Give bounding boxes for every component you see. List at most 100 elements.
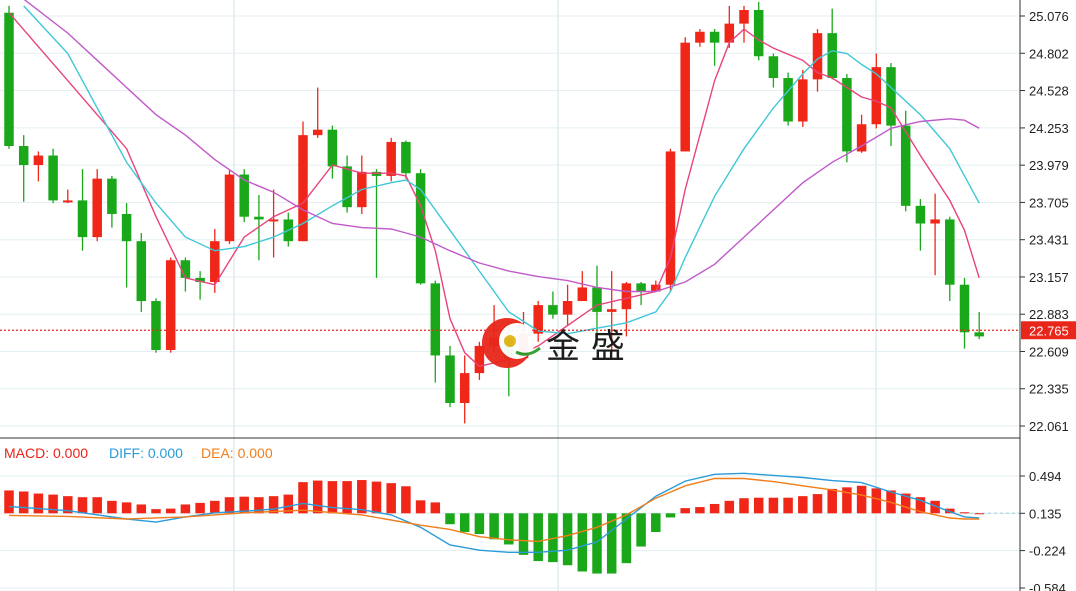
candle-body-64 (945, 219, 955, 285)
macd-bar-27 (401, 486, 411, 514)
macd-bar-29 (430, 502, 441, 514)
candle-body-9 (136, 241, 147, 302)
candle-body-32 (474, 345, 485, 374)
candle-body-53 (783, 78, 793, 122)
watermark-text: 金 盛 (546, 327, 625, 367)
macd-bar-23 (342, 481, 352, 514)
macd-bar-5 (77, 497, 88, 514)
last-price-label: 22.765 (1029, 323, 1069, 338)
macd-bar-35 (518, 513, 529, 555)
macd-bar-41 (606, 513, 617, 574)
price-tick-label-10: 22.335 (1029, 382, 1069, 397)
candle-body-16 (239, 174, 249, 217)
candle-body-12 (180, 260, 191, 278)
candle-body-56 (827, 33, 837, 79)
moving-average-line-1 (23, 5, 980, 335)
candle-body-62 (915, 205, 926, 224)
macd-bar-59 (871, 488, 882, 514)
candle-body-29 (430, 283, 441, 356)
macd-bar-10 (151, 509, 161, 514)
candle-body-47 (695, 31, 705, 43)
macd-bar-2 (33, 493, 44, 514)
macd-bar-34 (504, 513, 514, 545)
candle-body-30 (445, 355, 455, 404)
price-tick-label-11: 22.061 (1029, 419, 1069, 434)
last-price-badge (1021, 321, 1076, 340)
candle-body-60 (886, 67, 896, 126)
candle-body-49 (724, 23, 735, 43)
macd-bar-19 (283, 494, 294, 514)
macd-bar-50 (739, 498, 749, 514)
dea-label: DEA: 0.000 (201, 445, 273, 461)
logo-dot (504, 335, 516, 347)
macd-bar-18 (268, 496, 279, 514)
candle-body-20 (298, 135, 308, 242)
macd-panel (4, 472, 1020, 574)
candle-body-23 (342, 166, 352, 208)
candle-body-44 (651, 284, 661, 292)
macd-bar-45 (665, 513, 676, 518)
candle-body-38 (562, 301, 573, 315)
macd-bar-11 (165, 508, 176, 514)
macd-bar-14 (210, 500, 220, 514)
price-tick-label-7: 23.157 (1029, 270, 1069, 285)
candle-body-51 (753, 10, 764, 57)
candle-body-65 (959, 284, 970, 333)
macd-bar-42 (621, 513, 632, 564)
macd-bar-17 (254, 497, 264, 514)
candle-body-42 (621, 283, 632, 310)
logo-inner (499, 323, 535, 359)
candle-body-37 (548, 305, 558, 315)
price-tick-label-3: 24.253 (1029, 121, 1069, 136)
candle-body-17 (254, 216, 264, 220)
moving-average-line-2 (23, 0, 980, 293)
price-tick-label-9: 22.609 (1029, 344, 1069, 359)
price-tick-label-0: 25.076 (1029, 9, 1069, 24)
macd-bar-36 (533, 513, 543, 562)
candle-body-45 (665, 151, 676, 285)
candle-body-18 (268, 219, 279, 222)
macd-bar-49 (724, 500, 735, 514)
candle-body-13 (195, 277, 205, 282)
macd-bar-52 (768, 497, 779, 514)
moving-average-line-0 (8, 12, 980, 368)
candle-body-21 (312, 129, 323, 136)
macd-bar-24 (357, 480, 367, 514)
macd-bar-28 (415, 500, 426, 514)
macd-bar-63 (930, 500, 940, 514)
macd-bar-16 (239, 496, 249, 514)
candle-body-66 (974, 332, 984, 337)
candle-body-40 (592, 287, 602, 312)
candle-body-31 (459, 373, 470, 404)
macd-bar-39 (577, 513, 588, 572)
candle-body-3 (48, 155, 58, 201)
candle-body-0 (4, 12, 14, 147)
candle-body-55 (812, 33, 823, 80)
candle-body-54 (798, 79, 808, 122)
moving-average-layer (8, 0, 980, 368)
candle-body-10 (151, 301, 161, 350)
macd-bar-22 (327, 481, 338, 514)
price-tick-label-2: 24.528 (1029, 84, 1069, 99)
macd-bar-6 (92, 497, 102, 514)
price-tick-label-4: 23.979 (1029, 158, 1069, 173)
macd-bar-44 (651, 513, 661, 532)
candle-body-36 (533, 305, 543, 334)
candle-body-2 (33, 155, 44, 166)
candle-body-39 (577, 287, 588, 302)
candle-body-41 (606, 309, 617, 312)
logo-swoosh (515, 346, 541, 356)
macd-bar-47 (695, 507, 705, 514)
candle-body-50 (739, 10, 749, 24)
macd-bar-65 (959, 512, 970, 514)
price-tick-label-1: 24.802 (1029, 46, 1069, 61)
candle-body-59 (871, 67, 882, 125)
macd-bar-20 (298, 482, 308, 514)
macd-bar-57 (842, 487, 852, 514)
macd-bar-46 (680, 508, 690, 514)
macd-bar-37 (548, 513, 558, 563)
macd-bar-3 (48, 494, 58, 514)
macd-bar-30 (445, 513, 455, 525)
candle-body-6 (92, 178, 102, 238)
